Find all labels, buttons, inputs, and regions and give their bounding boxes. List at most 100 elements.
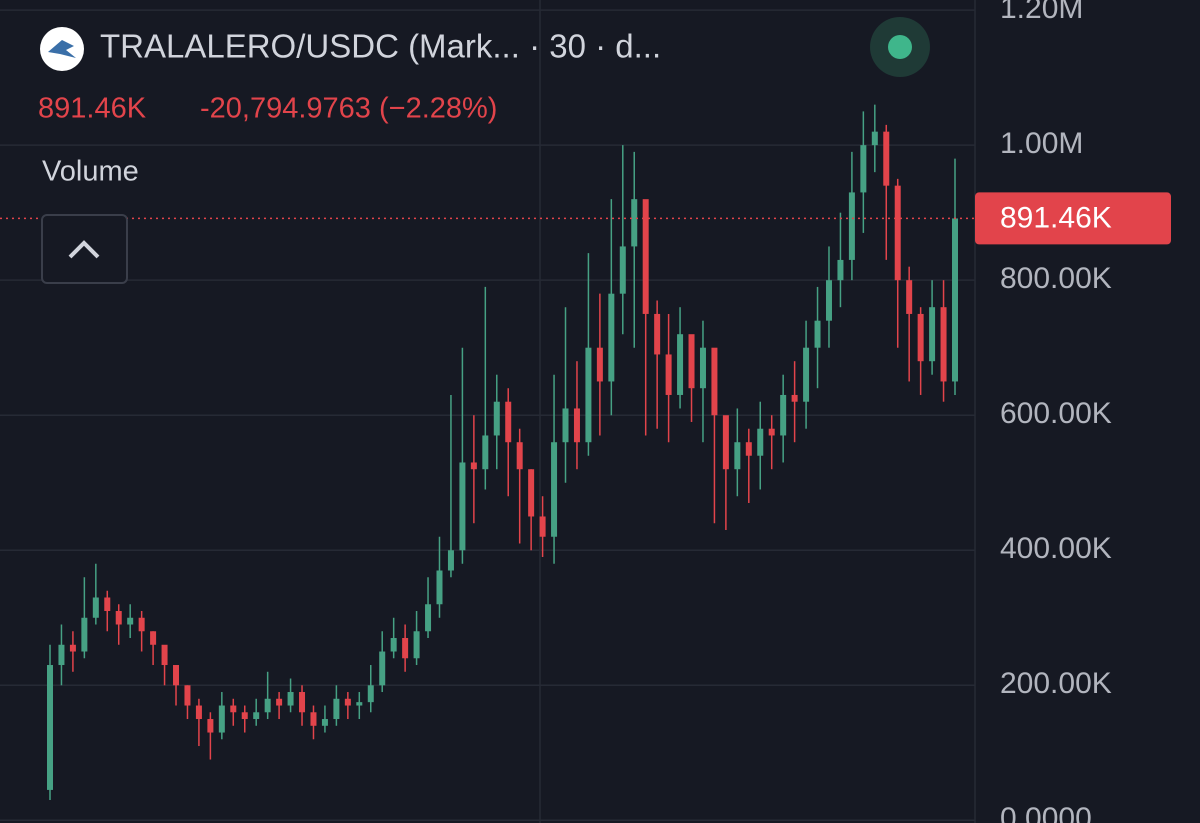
candle-body [161,644,168,666]
candle-body [276,698,283,706]
candle-body [127,617,134,625]
candle-body [699,347,706,389]
candle-body [573,408,580,443]
candle-body [195,705,202,720]
candle-body [287,692,294,706]
y-tick-label: 800.00K [1000,262,1112,295]
candle-body [505,401,512,443]
candle-body [677,334,684,395]
candle-body [837,259,844,281]
chevron[interactable] [68,240,100,259]
y-tick-label: 1.00M [1000,127,1083,160]
candle-body [711,347,718,416]
candle-body [722,415,729,470]
candle-body [665,354,672,395]
candle-body [906,280,913,314]
candle-body [883,131,890,186]
candle-body [264,698,271,713]
candle-body [356,702,363,706]
candle-body [241,712,248,720]
price-label-bg [975,192,1171,245]
candle-body [917,313,924,362]
candle-body [47,665,53,790]
button-frame[interactable] [41,214,128,284]
candle-body [791,394,798,402]
grid [0,0,976,823]
candle-body [551,442,558,537]
y-tick-label: 200.00K [1000,667,1112,700]
candle-body [734,442,741,470]
candle-body [104,597,111,612]
candle-body [436,570,443,605]
candle-body [218,705,225,733]
candle-body [150,631,157,645]
candle-body [459,462,466,551]
header: TRALALERO/USDC (Mark... · 30 · d... 891.… [38,17,930,284]
candle-body [860,145,867,193]
candle-body [757,428,764,456]
candle-body [230,705,237,713]
candle-body [184,685,191,706]
candle-body [447,550,454,571]
y-tick-label: 0.0000 [1000,802,1092,823]
candle-body [207,719,214,733]
candle-body [871,131,878,146]
candle-body [894,185,901,281]
candle-body [115,611,122,625]
last-price: 891.46K [38,93,147,125]
candle-body [608,293,615,382]
candle-body [562,408,569,443]
candle-body [768,428,775,436]
candles [0,104,975,801]
candle-body [81,617,88,652]
candle-body [585,347,592,443]
candle-body [940,307,947,382]
candle-body [539,516,546,537]
candle-body [929,307,936,362]
y-axis: 0.0000 200.00K 400.00K 600.00K 800.00K 1.00M 1… [975,0,1171,823]
candle-body [367,685,374,703]
candle-body [310,712,317,726]
candle-body [482,435,489,470]
candle-body [321,719,328,726]
candle-body [780,394,787,436]
y-tick-label: 1.20M [1000,0,1083,25]
y-tick-label: 600.00K [1000,397,1112,430]
candle-body [528,469,535,517]
candle-body [138,617,145,632]
y-tick-label: 400.00K [1000,532,1112,565]
candle-body [848,192,855,260]
candle-body [745,442,752,456]
candle-body [413,631,420,659]
candle-body [58,644,65,666]
candle-body [631,199,638,247]
collapse-button[interactable] [41,214,128,284]
candle-body [299,692,306,713]
candle-body [69,644,76,652]
candle-body [952,218,958,382]
candle-body [516,442,523,470]
candle-body [803,347,810,402]
candle-body [596,347,603,382]
candle-body [333,698,340,720]
candle-body [390,638,397,652]
logo-icon [48,40,76,58]
candle-body [402,638,409,659]
price-label: 891.46K [1000,201,1112,234]
candle-body [688,334,695,389]
candle-body [619,246,626,294]
candle-body [379,651,386,686]
candle-body [825,280,832,321]
candle-body [344,698,351,706]
candle-body [654,313,661,355]
candle-body [253,712,260,720]
status-dot[interactable] [888,35,912,59]
candle-body [92,597,99,618]
candle-body [493,401,500,436]
legend-volume: Volume [42,156,139,188]
symbol: TRALALERO/USDC (Mark... · 30 · d... [100,28,661,65]
price-change: -20,794.9763 (−2.28%) [200,93,497,125]
candle-body [173,665,180,686]
